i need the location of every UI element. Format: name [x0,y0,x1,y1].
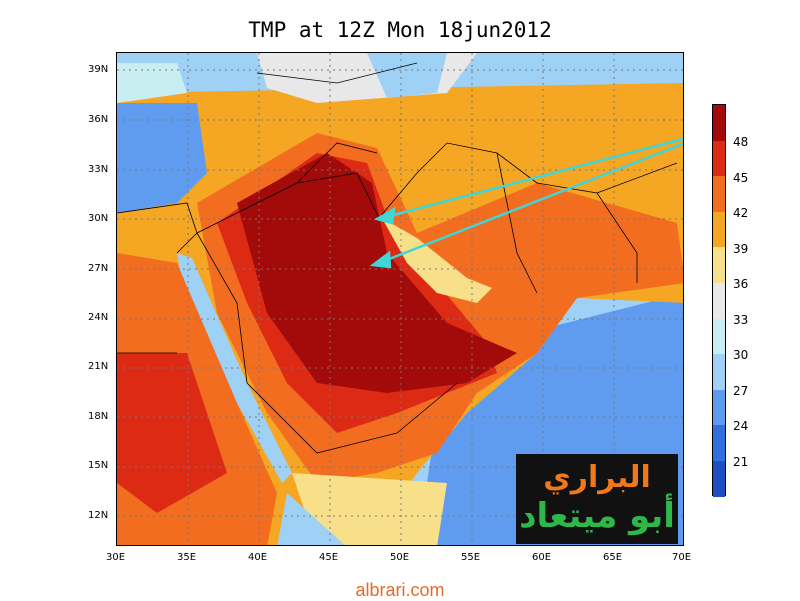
map-svg [117,53,683,545]
ytick-12n: 12N [88,510,109,521]
ytick-36n: 36N [88,114,109,125]
ytick-15n: 15N [88,460,109,471]
colorbar-label-27: 27 [733,384,749,398]
zone-50 [237,153,517,393]
xtick-35e: 35E [177,552,197,563]
ytick-18n: 18N [88,411,109,422]
colorbar-label-30: 30 [733,348,749,362]
colorbar-label-36: 36 [733,277,749,291]
persian-gulf [382,218,492,303]
xtick-45e: 45E [319,552,339,563]
xtick-70e: 70E [672,552,692,563]
colorbar-swatch-27 [713,389,725,426]
annotation-arrows [369,137,683,269]
temperature-map [116,52,684,546]
colorbar-swatch-50 [713,105,725,141]
xtick-30e: 30E [106,552,126,563]
red-sea [177,253,292,483]
turkey-cool-zone [117,63,187,103]
colorbar-label-48: 48 [733,135,749,149]
colorbar-swatch-39 [713,247,725,283]
watermark-logo: البراري أبو ميتعاد [516,454,678,544]
mediterranean-zone [117,103,207,213]
colorbar-swatch-42 [713,211,725,248]
colorbar-swatch-24 [713,425,725,461]
ytick-39n: 39N [88,64,109,75]
ytick-30n: 30N [88,213,109,224]
caspian-zone [367,53,447,98]
logo-line-2: أبو ميتعاد [519,496,675,536]
colorbar-label-45: 45 [733,171,749,185]
map-title: TMP at 12Z Mon 18jun2012 [248,18,552,42]
yemen-coast-zone [292,473,447,545]
xtick-60e: 60E [532,552,552,563]
colorbar-label-33: 33 [733,313,749,327]
colorbar-label-39: 39 [733,242,749,256]
ytick-21n: 21N [88,361,109,372]
ytick-24n: 24N [88,312,109,323]
xtick-65e: 65E [603,552,623,563]
xtick-40e: 40E [248,552,268,563]
ytick-33n: 33N [88,164,109,175]
xtick-55e: 55E [461,552,481,563]
ytick-27n: 27N [88,263,109,274]
colorbar-swatch-36 [713,282,725,319]
footer-site-link[interactable]: albrari.com [355,580,445,600]
country-borders [117,62,678,454]
africa-hot-zone [117,353,227,513]
colorbar-swatch-45 [713,176,725,212]
colorbar [712,104,726,497]
logo-line-1: البراري [543,460,651,495]
xtick-50e: 50E [390,552,410,563]
colorbar-label-24: 24 [733,419,749,433]
colorbar-swatch-33 [713,318,725,355]
gulf-of-aden [277,493,345,545]
colorbar-swatch-48 [713,140,725,177]
colorbar-swatch-21 [713,460,725,497]
colorbar-swatch-30 [713,354,725,390]
colorbar-label-42: 42 [733,206,749,220]
colorbar-label-21: 21 [733,455,749,469]
grid-lines [117,53,683,545]
